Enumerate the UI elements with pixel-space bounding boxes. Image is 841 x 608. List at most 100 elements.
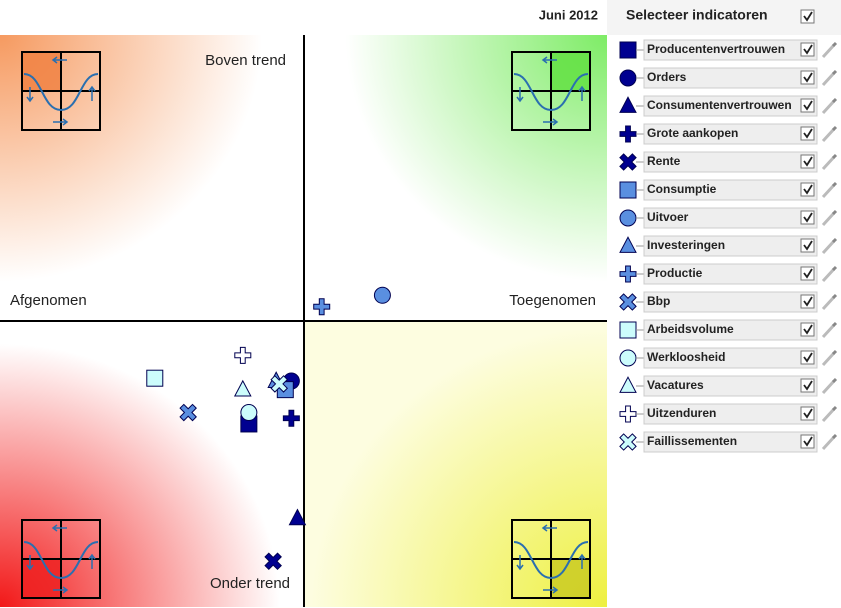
edit-tip bbox=[831, 209, 838, 216]
edit-icon[interactable] bbox=[821, 321, 838, 339]
indicator-checkbox[interactable] bbox=[800, 378, 815, 393]
legend-box bbox=[643, 207, 818, 229]
edit-tip bbox=[831, 405, 838, 412]
indicator-checkbox[interactable] bbox=[800, 294, 815, 309]
icon-arrow bbox=[53, 586, 69, 594]
indicator-checkbox[interactable] bbox=[800, 210, 815, 225]
marker bbox=[619, 153, 637, 171]
checkbox-box bbox=[800, 126, 815, 141]
edit-stroke bbox=[821, 99, 836, 115]
icon-wave bbox=[513, 73, 589, 112]
checkmark bbox=[803, 72, 813, 83]
edit-stroke bbox=[821, 295, 836, 311]
marker bbox=[619, 405, 637, 423]
edit-icon[interactable] bbox=[821, 97, 838, 115]
edit-stroke bbox=[821, 407, 836, 423]
checkbox-box bbox=[800, 154, 815, 169]
marker bbox=[282, 409, 300, 427]
legend-label: Producentenvertrouwen bbox=[647, 42, 785, 56]
icon-arrow bbox=[516, 555, 524, 571]
indicator-checkbox[interactable] bbox=[800, 98, 815, 113]
indicator-checkbox[interactable] bbox=[800, 126, 815, 141]
edit-tip bbox=[831, 69, 838, 76]
edit-icon[interactable] bbox=[821, 181, 838, 199]
legend-box bbox=[643, 431, 818, 453]
marker bbox=[288, 508, 307, 526]
legend-box bbox=[643, 39, 818, 61]
checkmark bbox=[803, 100, 813, 111]
marker bbox=[270, 375, 289, 393]
edit-icon[interactable] bbox=[821, 153, 838, 171]
select-all-checkbox[interactable] bbox=[800, 9, 815, 24]
indicator-checkbox[interactable] bbox=[800, 70, 815, 85]
marker bbox=[619, 321, 637, 339]
edit-icon[interactable] bbox=[821, 405, 838, 423]
cycle-icon bbox=[511, 519, 591, 599]
edit-icon[interactable] bbox=[821, 237, 838, 255]
marker bbox=[373, 286, 391, 304]
icon-wave bbox=[23, 541, 99, 580]
marker bbox=[619, 96, 637, 113]
legend-label: Grote aankopen bbox=[647, 126, 738, 140]
indicator-checkbox[interactable] bbox=[800, 322, 815, 337]
edit-stroke bbox=[821, 71, 836, 87]
checkmark bbox=[803, 128, 813, 139]
checkbox-box bbox=[800, 294, 815, 309]
cycle-icon bbox=[511, 51, 591, 131]
icon-arrow bbox=[26, 87, 34, 103]
checkbox-box bbox=[800, 9, 815, 24]
top-bar bbox=[0, 0, 607, 35]
marker bbox=[313, 298, 331, 316]
quadrant-label: Onder trend bbox=[210, 575, 290, 592]
indicator-checkbox[interactable] bbox=[800, 154, 815, 169]
cycle-icon bbox=[21, 519, 101, 599]
marker bbox=[619, 125, 637, 143]
marker bbox=[619, 349, 637, 367]
checkbox-box bbox=[800, 350, 815, 365]
legend-box bbox=[643, 319, 818, 341]
edit-tip bbox=[831, 237, 838, 244]
edit-icon[interactable] bbox=[821, 69, 838, 87]
checkbox-box bbox=[800, 238, 815, 253]
edit-tip bbox=[831, 153, 838, 160]
marker bbox=[233, 379, 252, 397]
indicator-checkbox[interactable] bbox=[800, 238, 815, 253]
checkbox-box bbox=[800, 406, 815, 421]
legend-label: Vacatures bbox=[647, 378, 704, 392]
marker bbox=[619, 433, 637, 451]
edit-icon[interactable] bbox=[821, 433, 838, 451]
indicator-checkbox[interactable] bbox=[800, 350, 815, 365]
checkmark bbox=[803, 156, 813, 167]
edit-icon[interactable] bbox=[821, 209, 838, 227]
checkmark bbox=[803, 296, 813, 307]
edit-icon[interactable] bbox=[821, 293, 838, 311]
marker bbox=[619, 376, 637, 393]
checkmark bbox=[803, 436, 813, 447]
indicator-checkbox[interactable] bbox=[800, 434, 815, 449]
marker bbox=[619, 181, 637, 199]
checkmark bbox=[803, 380, 813, 391]
indicator-checkbox[interactable] bbox=[800, 182, 815, 197]
edit-tip bbox=[831, 293, 838, 300]
edit-tip bbox=[831, 97, 838, 104]
edit-icon[interactable] bbox=[821, 349, 838, 367]
edit-icon[interactable] bbox=[821, 41, 838, 59]
checkbox-box bbox=[800, 378, 815, 393]
legend-box bbox=[643, 235, 818, 257]
legend-box bbox=[643, 179, 818, 201]
checkmark bbox=[803, 268, 813, 279]
marker bbox=[619, 293, 637, 311]
indicator-checkbox[interactable] bbox=[800, 266, 815, 281]
edit-tip bbox=[831, 181, 838, 188]
edit-icon[interactable] bbox=[821, 125, 838, 143]
icon-arrow bbox=[88, 553, 96, 569]
indicator-checkbox[interactable] bbox=[800, 406, 815, 421]
edit-icon[interactable] bbox=[821, 265, 838, 283]
checkmark bbox=[803, 324, 813, 335]
icon-highlight bbox=[22, 559, 61, 598]
checkmark bbox=[803, 240, 813, 251]
indicator-checkbox[interactable] bbox=[800, 42, 815, 57]
edit-tip bbox=[831, 41, 838, 48]
edit-icon[interactable] bbox=[821, 377, 838, 395]
icon-arrow bbox=[543, 586, 559, 594]
